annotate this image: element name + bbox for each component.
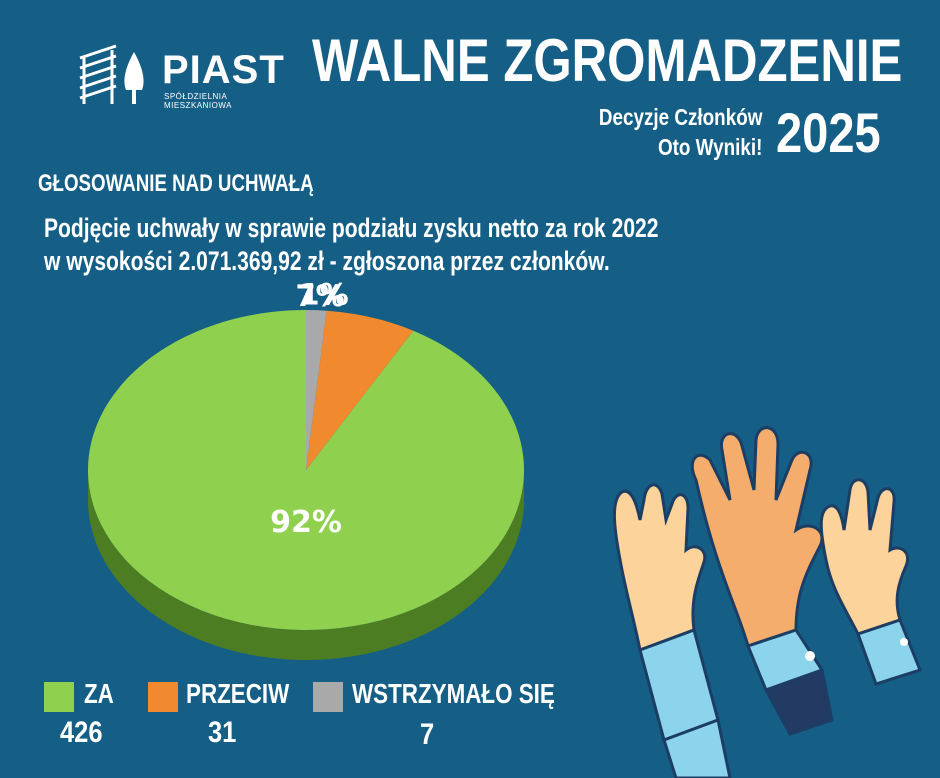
pie-label-za: 92% bbox=[270, 505, 342, 540]
pie-label-przeciw: 7% bbox=[296, 279, 345, 313]
hand-center bbox=[690, 426, 834, 736]
pie-side-za bbox=[88, 470, 524, 661]
pie-label-wstrzymało-się: 1% bbox=[299, 278, 348, 312]
legend-swatch bbox=[313, 682, 343, 712]
pie-side-layer bbox=[88, 470, 524, 661]
description-line-2: w wysokości 2.071.369,92 zł - zgłoszona … bbox=[44, 246, 610, 276]
pie-slice-za bbox=[87, 310, 524, 630]
pie-top-layer bbox=[87, 310, 524, 630]
page-subtitle: Decyzje Członków Oto Wyniki! bbox=[598, 102, 762, 162]
description-line-1: Podjęcie uchwały w sprawie podziału zysk… bbox=[44, 213, 659, 243]
pie-slice-wstrzymało-się bbox=[306, 310, 327, 470]
section-title: GŁOSOWANIE NAD UCHWAŁĄ bbox=[38, 170, 314, 197]
legend-label: WSTRZYMAŁO SIĘ bbox=[352, 678, 555, 709]
hand-left bbox=[613, 483, 732, 778]
legend-value: 426 bbox=[60, 716, 103, 749]
logo-subtitle: SPÓŁDZIELNIA MIESZKANIOWA bbox=[164, 92, 232, 110]
building-tree-icon bbox=[79, 44, 144, 104]
legend-label: ZA bbox=[84, 678, 114, 709]
pie-labels-layer: 92% 7%1% bbox=[270, 278, 349, 540]
legend-swatch bbox=[44, 682, 74, 712]
logo-name: PIAST bbox=[162, 48, 285, 92]
resolution-description: Podjęcie uchwały w sprawie podziału zysk… bbox=[44, 212, 658, 278]
legend-label: PRZECIW bbox=[186, 678, 290, 709]
hand-right bbox=[819, 478, 922, 686]
pie-slice-przeciw bbox=[306, 310, 414, 470]
page-title: WALNE ZGROMADZENIE bbox=[312, 27, 903, 94]
legend-swatch bbox=[148, 682, 178, 712]
year: 2025 bbox=[776, 101, 881, 164]
subtitle-line-2: Oto Wyniki! bbox=[657, 134, 762, 160]
legend-value: 7 bbox=[420, 718, 435, 751]
raised-hands-illustration bbox=[613, 426, 922, 778]
subtitle-line-1: Decyzje Członków bbox=[598, 104, 762, 130]
piast-logo: PIAST SPÓŁDZIELNIA MIESZKANIOWA bbox=[78, 44, 288, 110]
legend-value: 31 bbox=[208, 716, 237, 749]
